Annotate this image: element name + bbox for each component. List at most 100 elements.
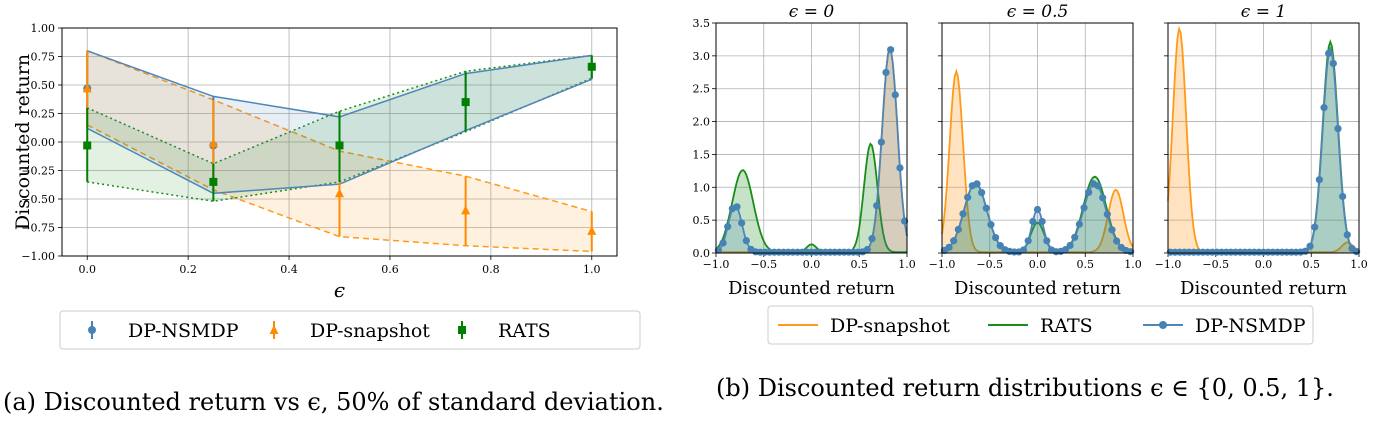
data-point — [83, 141, 92, 150]
legend-a-box — [59, 310, 641, 350]
legend-a-marker — [269, 325, 279, 334]
density-marker — [742, 237, 750, 245]
density-marker — [1075, 220, 1084, 228]
y-tick-label: 1.5 — [693, 148, 711, 161]
density-fill-dp-snapshot — [716, 48, 907, 254]
legend-b-label: DP-snapshot — [830, 315, 950, 337]
band-edge-upper-rats — [86, 54, 592, 165]
density-marker — [738, 219, 746, 227]
x-tick-label: 0.0 — [803, 258, 821, 271]
x-tick-label: 0.6 — [381, 263, 399, 276]
x-tick-label: 0.5 — [1077, 258, 1095, 271]
plot-frame — [61, 27, 618, 257]
chart-b: −1.0 −0.5 0.0 0.5 1.0 0.0 0.5 1.0 1.5 2.0 2.5 3.0 3.… — [693, 2, 1368, 345]
density-marker — [1043, 237, 1051, 245]
density-fill-dp-nsmdp — [942, 183, 1133, 253]
density-marker — [1033, 205, 1042, 214]
density-marker — [1325, 49, 1333, 57]
density-marker — [863, 245, 871, 254]
caption-a: (a) Discounted return vs ϵ, 50% of stand… — [3, 388, 664, 416]
density-marker — [891, 91, 899, 99]
y-tick-label: 1.00 — [31, 22, 56, 35]
y-tick-label: 0.5 — [693, 214, 711, 227]
x-axis-label: ϵ — [334, 278, 345, 302]
legend-b-marker — [1159, 321, 1167, 329]
density-fill-rats — [942, 176, 1133, 253]
x-tick-label: 0.0 — [1255, 258, 1273, 271]
density-marker — [1315, 176, 1323, 184]
y-tick-label: −1.00 — [21, 250, 55, 263]
x-tick-label: 1.0 — [1350, 258, 1368, 271]
density-marker — [1339, 192, 1347, 201]
panel-title: ϵ = 0 — [789, 2, 835, 22]
density-marker — [1085, 188, 1093, 196]
density-marker — [1080, 204, 1088, 212]
density-panel-1: −1.0 −0.5 0.0 0.5 1.0 0.0 0.5 1.0 1.5 2.0 2.5 3.0 3.… — [693, 2, 916, 299]
legend-b-label: RATS — [1040, 315, 1093, 337]
y-tick-label: −0.50 — [21, 193, 55, 206]
y-tick-label: 1.0 — [693, 181, 711, 194]
density-marker — [714, 246, 722, 254]
legend-a-marker — [458, 326, 466, 334]
density-marker — [1024, 237, 1032, 245]
x-tick-label: −1.0 — [929, 258, 956, 271]
density-marker — [1113, 237, 1121, 245]
density-marker — [1306, 242, 1314, 250]
data-point — [587, 225, 597, 235]
legend-a-label: DP-NSMDP — [128, 320, 239, 342]
x-tick-label: 1.0 — [898, 258, 916, 271]
x-tick-label: 0.5 — [1303, 258, 1321, 271]
density-marker — [1071, 233, 1079, 241]
x-tick-label: 1.0 — [1124, 258, 1142, 271]
panel-title: ϵ = 0.5 — [1007, 2, 1069, 22]
y-tick-label: 0.50 — [31, 79, 56, 92]
density-marker — [733, 203, 741, 211]
legend-b-label: DP-NSMDP — [1195, 315, 1306, 337]
x-axis-label: Discounted return — [954, 278, 1121, 299]
caption-b: (b) Discounted return distributions ϵ ∈ … — [716, 374, 1334, 402]
density-marker — [882, 68, 890, 77]
density-marker — [887, 46, 895, 54]
y-tick-label: −0.25 — [21, 165, 55, 178]
panel-frame — [941, 22, 1134, 254]
x-tick-label: 0.4 — [280, 263, 298, 276]
density-marker — [996, 242, 1004, 250]
y-tick-label: 2.0 — [693, 116, 711, 129]
x-tick-label: 0.0 — [78, 263, 96, 276]
density-marker — [1061, 246, 1070, 254]
x-tick-label: −1.0 — [1155, 258, 1182, 271]
x-tick-label: 0.0 — [1029, 258, 1047, 271]
x-tick-label: −0.5 — [750, 258, 777, 271]
x-axis-label: Discounted return — [1180, 278, 1347, 299]
y-tick-label: 3.0 — [693, 50, 711, 63]
data-point — [461, 98, 470, 107]
density-marker — [964, 193, 972, 201]
density-marker — [1099, 194, 1107, 202]
y-axis-label: Discounted return — [12, 54, 34, 230]
density-fill-dp-nsmdp — [1168, 48, 1359, 253]
density-marker — [1108, 226, 1116, 234]
density-marker — [1103, 210, 1111, 218]
density-fill-dp-snapshot — [1168, 29, 1359, 253]
legend-a-label: RATS — [498, 320, 551, 342]
y-tick-label: 0.00 — [31, 136, 56, 149]
density-marker — [991, 233, 1000, 242]
data-point — [335, 141, 344, 150]
y-tick-label: 3.5 — [693, 17, 711, 30]
y-tick-label: 0.0 — [693, 247, 711, 260]
x-tick-label: −0.5 — [1202, 258, 1229, 271]
density-marker — [1334, 125, 1342, 133]
x-tick-label: −1.0 — [703, 258, 730, 271]
data-point — [587, 62, 596, 71]
density-marker — [1038, 217, 1046, 226]
x-tick-label: 1.0 — [583, 263, 601, 276]
density-marker — [973, 180, 981, 188]
data-point — [82, 83, 92, 93]
x-tick-label: 0.5 — [851, 258, 869, 271]
density-marker — [873, 202, 881, 210]
density-fill-dp-nsmdp — [716, 48, 907, 254]
density-marker — [896, 164, 904, 172]
density-marker — [724, 222, 732, 231]
density-marker — [959, 210, 967, 218]
density-marker — [978, 189, 986, 197]
